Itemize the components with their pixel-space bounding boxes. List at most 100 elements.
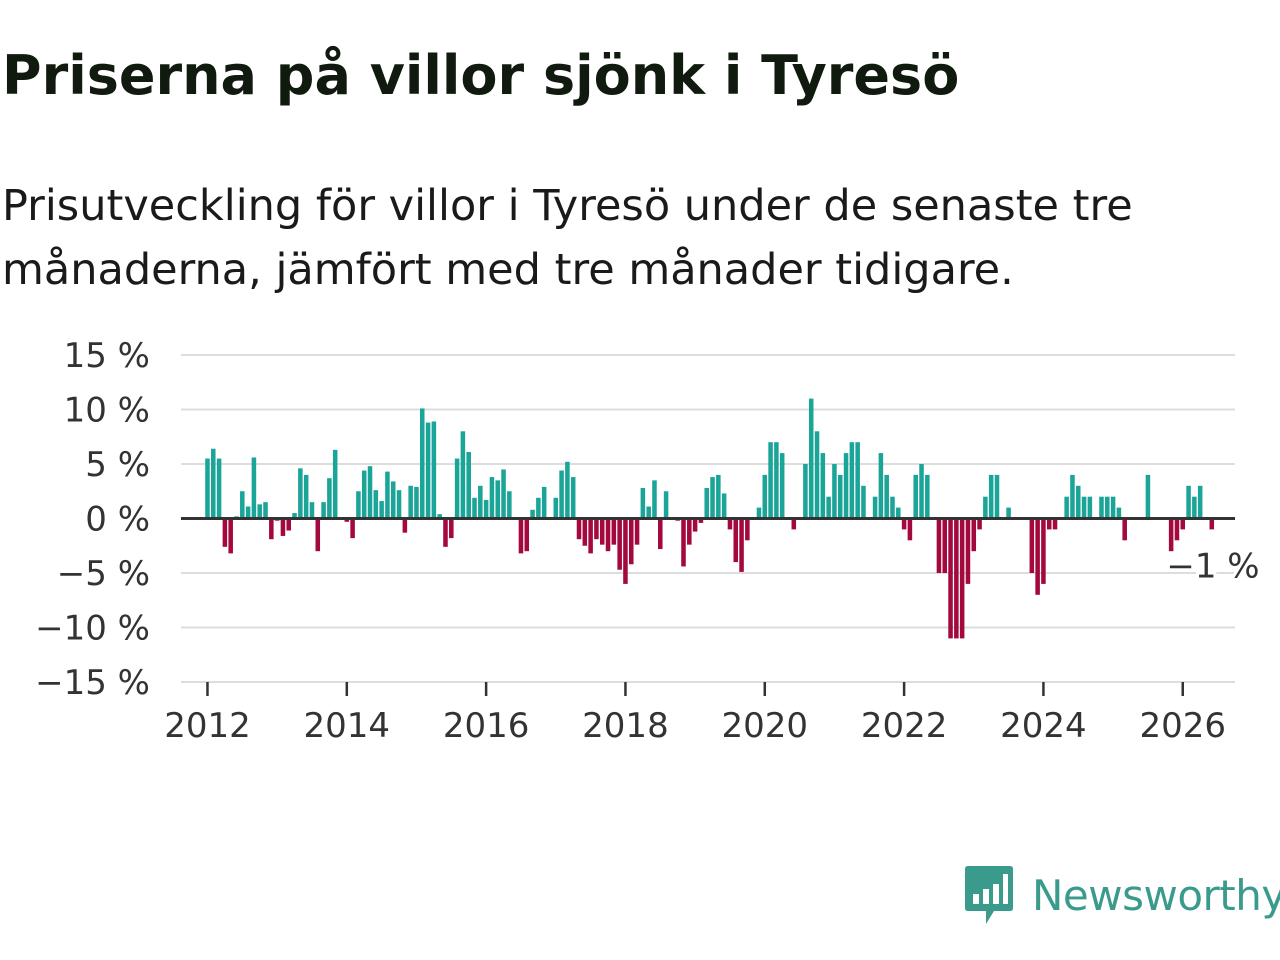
bar [937, 519, 942, 574]
bar [879, 453, 884, 518]
bar [1210, 519, 1215, 530]
bar [1198, 486, 1203, 519]
bar [902, 519, 907, 530]
bar [333, 450, 338, 519]
axis-layer [181, 519, 1235, 697]
bar [269, 519, 274, 540]
bar [757, 508, 762, 519]
bar [316, 519, 321, 552]
bar [960, 519, 965, 639]
bar [716, 475, 721, 519]
bar [809, 399, 814, 519]
bar [583, 519, 588, 546]
bar [925, 475, 930, 519]
y-tick-label: −10 % [35, 609, 150, 649]
bar [594, 519, 599, 540]
bar [478, 486, 483, 519]
y-tick-label: −15 % [35, 663, 150, 703]
bar [519, 519, 524, 554]
bar [693, 519, 698, 532]
bar [1088, 497, 1093, 519]
x-tick-label: 2016 [443, 706, 530, 746]
bar [461, 431, 466, 518]
y-tick-label: 15 % [64, 336, 150, 376]
bar [884, 475, 889, 519]
y-tick-label: 5 % [85, 445, 150, 485]
bar [606, 519, 611, 552]
bar [228, 519, 233, 554]
bar [1070, 475, 1075, 519]
bar [652, 480, 657, 518]
bar [681, 519, 686, 567]
bar [321, 502, 326, 518]
bar [1064, 497, 1069, 519]
bar [257, 504, 262, 518]
bar [1117, 508, 1122, 519]
bar [1186, 486, 1191, 519]
bar [1192, 497, 1197, 519]
bar [948, 519, 953, 639]
chart-subtitle: Prisutveckling för villor i Tyresö under… [2, 174, 1252, 302]
bar [844, 453, 849, 518]
bar [1122, 519, 1127, 541]
bar [1053, 519, 1058, 530]
bar [397, 490, 402, 518]
bar [774, 442, 779, 518]
bar [832, 464, 837, 519]
bar [850, 442, 855, 518]
bar [803, 464, 808, 519]
x-tick-label: 2022 [861, 706, 948, 746]
bar [913, 475, 918, 519]
bar [240, 491, 245, 518]
bar [368, 466, 373, 518]
bar [728, 519, 733, 530]
bar [983, 497, 988, 519]
x-tick-label: 2020 [722, 706, 809, 746]
bar [1047, 519, 1052, 530]
bar [646, 507, 651, 519]
x-tick-label: 2018 [582, 706, 669, 746]
bar [890, 497, 895, 519]
bar [861, 486, 866, 519]
y-tick-label: 0 % [85, 500, 150, 540]
bar [623, 519, 628, 584]
bar [826, 497, 831, 519]
bar [263, 502, 268, 518]
bar [391, 481, 396, 518]
bar [443, 519, 448, 547]
bar [577, 519, 582, 540]
bar [1105, 497, 1110, 519]
bar [490, 477, 495, 518]
bar [466, 452, 471, 518]
bar [815, 431, 820, 518]
x-tick-label: 2014 [304, 706, 391, 746]
bar [873, 497, 878, 519]
bar [722, 493, 727, 518]
bar [217, 459, 222, 519]
bar [995, 475, 1000, 519]
bar [635, 519, 640, 545]
bar [495, 480, 500, 518]
bar [989, 475, 994, 519]
bar [310, 502, 315, 518]
bar [542, 487, 547, 519]
bar [420, 408, 425, 518]
x-tick-label: 2026 [1139, 706, 1226, 746]
bar [554, 498, 559, 519]
y-tick-label: 10 % [64, 391, 150, 431]
bar [896, 508, 901, 519]
bar [664, 491, 669, 518]
bar [704, 488, 709, 519]
bar [252, 457, 257, 518]
bar [588, 519, 593, 554]
bar [281, 519, 286, 536]
bar [792, 519, 797, 530]
bar [1041, 519, 1046, 584]
bar [617, 519, 622, 570]
bar [432, 421, 437, 518]
bar [977, 519, 982, 530]
bar [455, 459, 460, 519]
bar [768, 442, 773, 518]
bar [763, 475, 768, 519]
x-tick-label: 2012 [164, 706, 251, 746]
